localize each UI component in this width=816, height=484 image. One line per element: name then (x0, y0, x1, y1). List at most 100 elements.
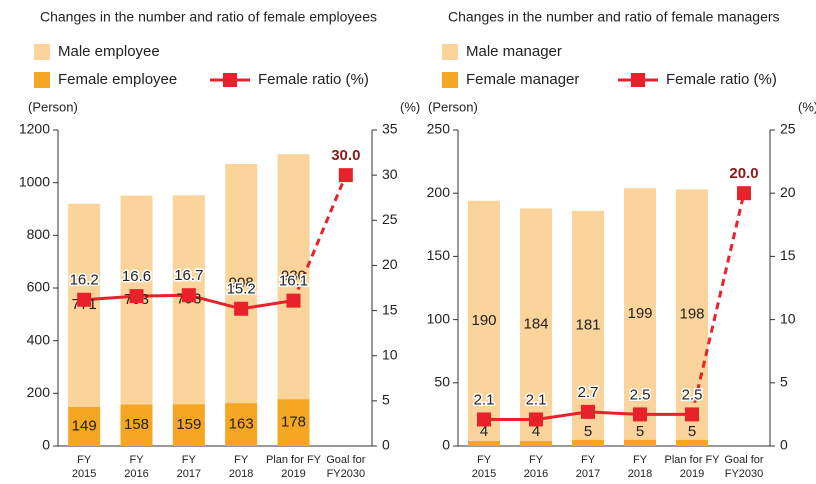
x-tick-label: 2015 (72, 468, 96, 480)
x-tick-label: 2019 (281, 468, 305, 480)
ratio-marker (77, 292, 92, 307)
bar-label: 163 (229, 416, 254, 433)
y2-tick-label: 10 (382, 346, 398, 362)
bar-label: 198 (679, 306, 704, 323)
bar (277, 399, 310, 446)
bar (68, 406, 101, 446)
y2-tick-label: 30 (382, 166, 398, 182)
x-tick-label: Goal for (724, 454, 763, 466)
ratio-marker (338, 168, 353, 183)
ratio-label: 2.5 (682, 386, 703, 403)
y-tick-label: 1200 (19, 121, 50, 137)
ratio-label: 16.7 (174, 267, 203, 284)
y2-tick-label: 0 (382, 437, 390, 453)
x-tick-label: 2018 (229, 468, 253, 480)
legend-marker (631, 73, 645, 87)
y-tick-label: 0 (42, 437, 50, 453)
x-tick-label: 2016 (524, 468, 548, 480)
y-tick-label: 150 (427, 247, 451, 263)
bar (172, 404, 205, 446)
ratio-marker (529, 412, 543, 427)
bar (468, 200, 500, 441)
bar-label: 159 (176, 416, 201, 433)
ratio-marker (581, 404, 595, 419)
bar (120, 404, 153, 446)
y2-tick-label: 5 (780, 374, 788, 390)
x-tick-label: FY (633, 454, 648, 466)
y-tick-label: 50 (434, 374, 450, 390)
x-tick-label: FY (477, 454, 492, 466)
bar (520, 208, 552, 441)
ratio-marker (129, 289, 144, 304)
ratio-marker (477, 412, 491, 427)
legend-swatch (34, 44, 50, 60)
ratio-label: 2.1 (474, 391, 495, 408)
x-tick-label: 2019 (680, 468, 704, 480)
ratio-label: 20.0 (729, 165, 758, 182)
ratio-marker (737, 186, 751, 201)
y2-tick-label: 25 (780, 121, 796, 137)
bar (624, 188, 656, 440)
y-axis-label: (Person) (28, 99, 78, 114)
bar-label: 190 (471, 312, 496, 329)
ratio-label: 16.1 (279, 273, 308, 290)
y-tick-label: 1000 (19, 173, 50, 189)
y-tick-label: 400 (27, 331, 51, 347)
y-axis-label: (Person) (428, 99, 478, 114)
bar (572, 439, 604, 446)
chart-title: Changes in the number and ratio of femal… (448, 9, 780, 25)
y-tick-label: 100 (427, 310, 451, 326)
x-tick-label: FY (581, 454, 596, 466)
x-tick-label: FY2030 (327, 468, 366, 480)
bar-label: 184 (523, 316, 548, 333)
ratio-goal-line (292, 174, 348, 302)
legend-label: Female manager (466, 71, 579, 88)
y-tick-label: 250 (427, 121, 451, 137)
ratio-marker (633, 407, 647, 422)
y2-tick-label: 15 (780, 247, 796, 263)
ratio-label: 16.2 (70, 272, 99, 289)
ratio-goal-line (690, 192, 746, 415)
bar (572, 210, 604, 440)
legend-marker (223, 73, 237, 87)
x-tick-label: 2016 (124, 468, 148, 480)
bar-label: 181 (575, 316, 600, 333)
y2-tick-label: 35 (382, 121, 398, 137)
ratio-marker (234, 301, 249, 316)
ratio-label: 16.6 (122, 268, 151, 285)
y2-tick-label: 0 (780, 437, 788, 453)
legend-swatch (442, 44, 458, 60)
bar (624, 439, 656, 446)
bar (468, 440, 500, 446)
chart-title: Changes in the number and ratio of femal… (40, 9, 377, 25)
bar-label: 178 (281, 414, 306, 431)
legend-label: Male manager (466, 43, 562, 60)
x-tick-label: 2017 (177, 468, 201, 480)
x-tick-label: FY (234, 454, 249, 466)
x-tick-label: FY (182, 454, 197, 466)
y2-tick-label: 20 (780, 184, 796, 200)
legend-label: Female employee (58, 71, 177, 88)
y2-tick-label: 25 (382, 211, 398, 227)
x-tick-label: Goal for (326, 454, 365, 466)
y2-axis-label: (%) (400, 99, 420, 114)
x-tick-label: FY (77, 454, 92, 466)
bar-label: 149 (72, 417, 97, 434)
y2-tick-label: 15 (382, 301, 398, 317)
y2-tick-label: 5 (382, 392, 390, 408)
ratio-marker (181, 288, 196, 303)
bar-label: 158 (124, 416, 149, 433)
x-tick-label: FY (129, 454, 144, 466)
ratio-label: 30.0 (331, 147, 360, 164)
y2-tick-label: 20 (382, 256, 398, 272)
bar (520, 440, 552, 446)
y-tick-label: 200 (427, 184, 451, 200)
y-tick-label: 600 (27, 279, 51, 295)
x-tick-label: FY2030 (725, 468, 764, 480)
bar-label: 5 (688, 423, 696, 440)
bar (676, 189, 708, 440)
bar-label: 5 (636, 423, 644, 440)
y-tick-label: 0 (442, 437, 450, 453)
x-tick-label: 2018 (628, 468, 652, 480)
